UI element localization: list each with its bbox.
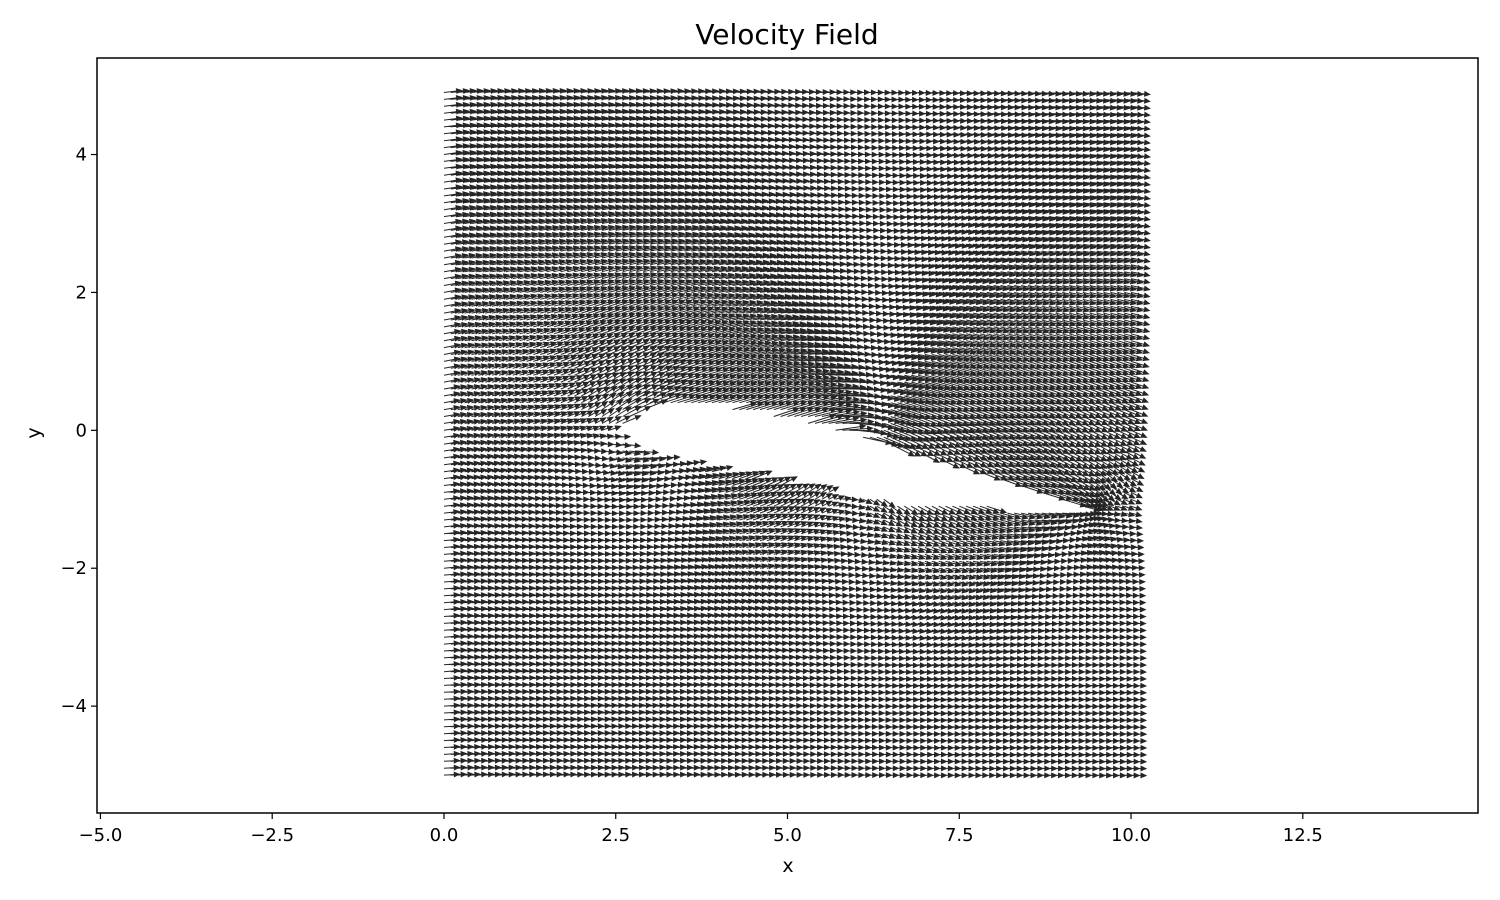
- y-tick-label: 2: [76, 282, 87, 303]
- x-tick-label: 12.5: [1283, 825, 1323, 846]
- y-axis: −4 −2 0 2 4: [60, 145, 97, 717]
- axes-frame: [96, 57, 1479, 814]
- x-tick-label: 7.5: [945, 825, 974, 846]
- y-tick-label: −4: [60, 696, 87, 717]
- x-tick-label: −5.0: [79, 825, 123, 846]
- x-tick-label: 0.0: [430, 825, 459, 846]
- x-tick-label: 5.0: [773, 825, 802, 846]
- x-tick-label: −2.5: [250, 825, 294, 846]
- y-tick-label: 4: [76, 145, 87, 166]
- x-axis-label: x: [782, 855, 793, 877]
- x-tick-label: 10.0: [1111, 825, 1151, 846]
- quiver-arrows: [443, 87, 1152, 779]
- x-tick-label: 2.5: [601, 825, 630, 846]
- y-tick-label: −2: [60, 558, 87, 579]
- y-axis-label: y: [23, 427, 45, 438]
- chart-title: Velocity Field: [695, 18, 878, 51]
- x-axis: −5.0 −2.5 0.0 2.5 5.0 7.5 10.0 12.5: [79, 813, 1323, 846]
- y-tick-label: 0: [76, 420, 87, 441]
- quiver-arrow-set: [443, 87, 1152, 779]
